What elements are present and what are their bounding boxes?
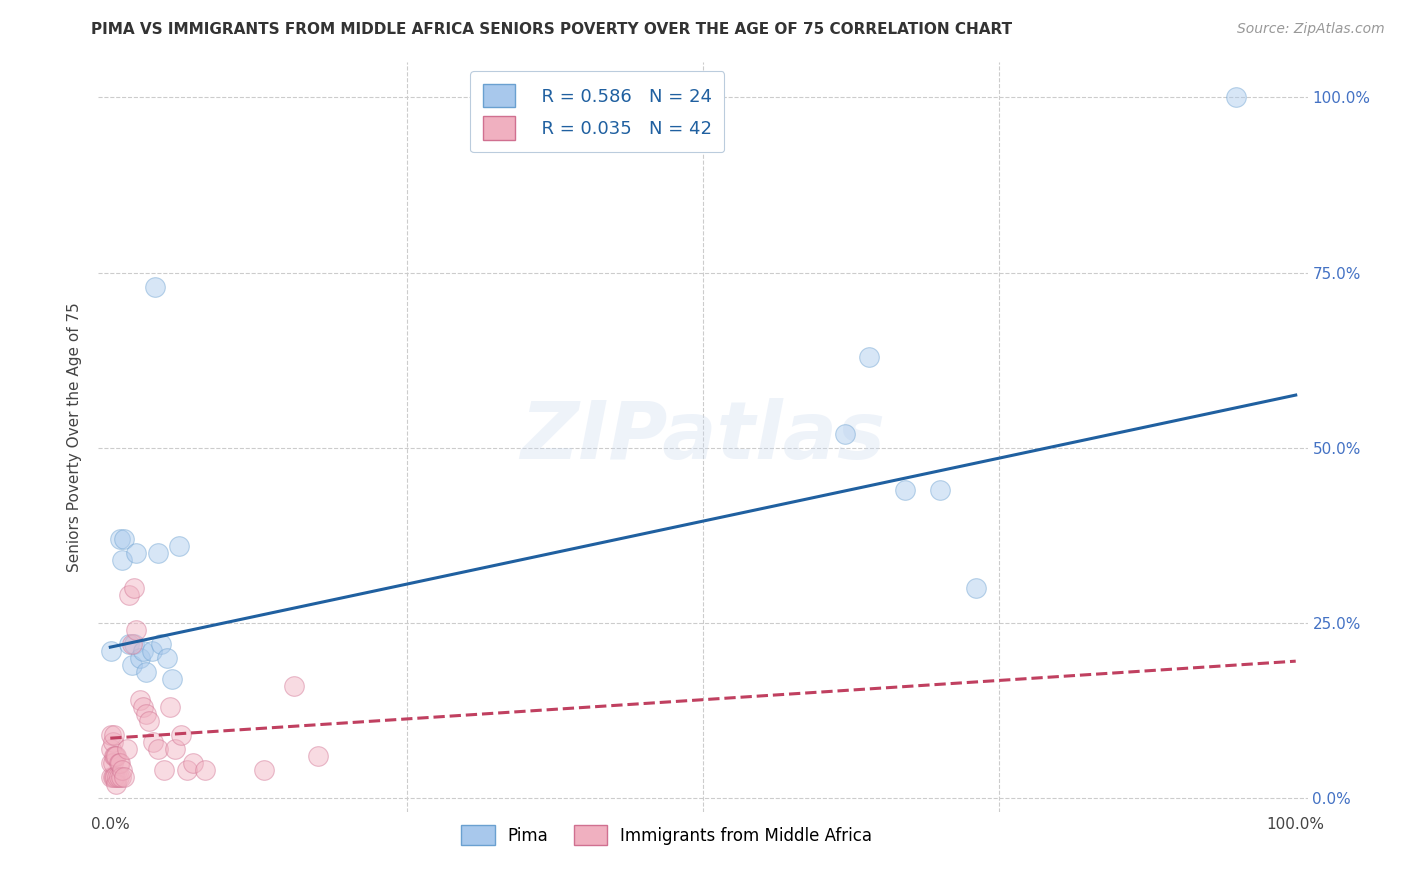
Point	[167, 539, 190, 553]
Text: Source: ZipAtlas.com: Source: ZipAtlas.com	[1237, 22, 1385, 37]
Point	[929, 483, 952, 497]
Point	[100, 770, 122, 784]
Point	[101, 734, 124, 748]
Point	[125, 546, 148, 560]
Point	[122, 637, 145, 651]
Point	[121, 657, 143, 672]
Point	[307, 748, 329, 763]
Point	[110, 770, 132, 784]
Point	[156, 650, 179, 665]
Point	[101, 770, 124, 784]
Text: ZIPatlas: ZIPatlas	[520, 398, 886, 476]
Point	[135, 665, 157, 679]
Point	[105, 748, 128, 763]
Point	[253, 763, 276, 777]
Point	[111, 763, 134, 777]
Point	[103, 748, 125, 763]
Point	[100, 643, 122, 657]
Point	[104, 770, 127, 784]
Point	[107, 756, 129, 770]
Point	[143, 279, 166, 293]
Point	[858, 350, 880, 364]
Point	[103, 728, 125, 742]
Point	[170, 728, 193, 742]
Point	[160, 672, 183, 686]
Point	[146, 741, 169, 756]
Point	[138, 714, 160, 728]
Point	[118, 637, 141, 651]
Point	[125, 623, 148, 637]
Point	[152, 763, 174, 777]
Point	[129, 650, 152, 665]
Point	[121, 637, 143, 651]
Point	[181, 756, 204, 770]
Point	[135, 706, 157, 721]
Point	[965, 581, 987, 595]
Point	[100, 728, 122, 742]
Point	[150, 637, 173, 651]
Text: PIMA VS IMMIGRANTS FROM MIDDLE AFRICA SENIORS POVERTY OVER THE AGE OF 75 CORRELA: PIMA VS IMMIGRANTS FROM MIDDLE AFRICA SE…	[91, 22, 1012, 37]
Point	[141, 643, 163, 657]
Point	[1225, 90, 1247, 104]
Point	[118, 588, 141, 602]
Point	[132, 643, 155, 657]
Point	[104, 748, 127, 763]
Point	[100, 756, 122, 770]
Point	[146, 546, 169, 560]
Point	[111, 552, 134, 566]
Point	[132, 699, 155, 714]
Point	[105, 770, 128, 784]
Point	[834, 426, 856, 441]
Point	[159, 699, 181, 714]
Point	[100, 741, 122, 756]
Point	[176, 763, 198, 777]
Point	[194, 763, 217, 777]
Legend: Pima, Immigrants from Middle Africa: Pima, Immigrants from Middle Africa	[454, 819, 879, 852]
Point	[142, 734, 165, 748]
Point	[107, 770, 129, 784]
Point	[101, 756, 124, 770]
Point	[114, 532, 136, 546]
Point	[103, 770, 125, 784]
Point	[283, 679, 305, 693]
Point	[122, 581, 145, 595]
Point	[893, 483, 915, 497]
Point	[105, 777, 128, 791]
Point	[108, 532, 131, 546]
Point	[115, 741, 138, 756]
Point	[114, 770, 136, 784]
Point	[129, 692, 152, 706]
Point	[165, 741, 187, 756]
Point	[108, 756, 131, 770]
Y-axis label: Seniors Poverty Over the Age of 75: Seniors Poverty Over the Age of 75	[67, 302, 83, 572]
